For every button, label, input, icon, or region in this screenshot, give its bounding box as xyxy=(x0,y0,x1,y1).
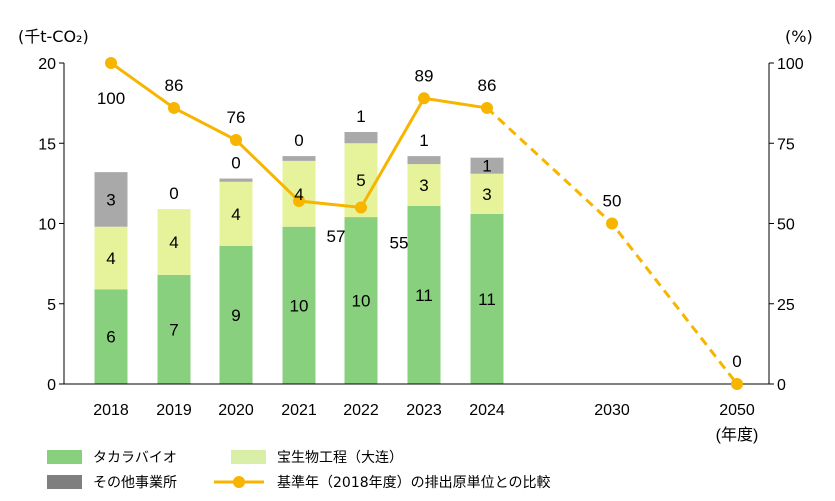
left-axis-tick-label: 20 xyxy=(38,56,56,73)
bar-data-label: 1 xyxy=(482,157,491,176)
bar-data-label: 0 xyxy=(231,154,240,173)
bar-data-label: 4 xyxy=(231,205,240,224)
x-axis-tick-label: 2030 xyxy=(594,402,630,419)
bar-data-label: 9 xyxy=(231,306,240,325)
legend-swatch-takara-bio xyxy=(47,450,82,464)
x-axis-tick-label: 2024 xyxy=(469,402,505,419)
bars-layer xyxy=(94,132,504,384)
bar-segment xyxy=(470,157,504,174)
bar-segment xyxy=(157,209,191,275)
ratio-marker xyxy=(355,201,367,214)
ratio-line-dashed xyxy=(485,106,739,385)
bar-segment xyxy=(282,156,316,161)
bar-data-label: 6 xyxy=(106,328,115,347)
bar-segment xyxy=(407,205,441,384)
right-axis-unit-label: (%) xyxy=(785,27,813,46)
bar-segment xyxy=(219,181,253,246)
ratio-marker xyxy=(731,378,743,390)
bar-segment xyxy=(282,160,316,227)
ratio-marker xyxy=(230,134,242,147)
ratio-marker xyxy=(105,57,117,69)
ratio-marker xyxy=(606,217,618,230)
bar-segment xyxy=(157,274,191,384)
bar-segment xyxy=(344,132,378,144)
ratio-line-layer xyxy=(105,57,743,390)
bar-segment xyxy=(282,226,316,384)
left-axis-unit-label: (千t-CO₂) xyxy=(18,27,89,46)
x-axis-tick-label: 2019 xyxy=(156,402,192,419)
bar-segment xyxy=(344,217,378,384)
legend: タカラバイオ 宝生物工程（大连） その他事業所 基準年（2018年度）の排出原単… xyxy=(47,450,551,491)
bar-segment xyxy=(94,226,128,290)
right-axis-tick-label: 100 xyxy=(777,56,804,73)
bar-data-label: 5 xyxy=(356,171,365,190)
legend-label-ratio: 基準年（2018年度）の排出原単位との比較 xyxy=(277,474,551,491)
bar-data-label: 10 xyxy=(290,296,309,315)
bar-segment xyxy=(470,173,504,214)
bar-data-label: 1 xyxy=(419,131,428,150)
bar-data-label: 3 xyxy=(106,190,115,209)
x-axis-tick-label: 2020 xyxy=(218,402,254,419)
ratio-marker xyxy=(168,101,180,114)
legend-label-takara-bio: タカラバイオ xyxy=(93,450,177,466)
left-axis-tick-label: 0 xyxy=(47,377,56,394)
bar-segment xyxy=(407,164,441,206)
ratio-data-label: 57 xyxy=(327,227,346,246)
bar-data-label: 3 xyxy=(419,176,428,195)
x-axis-tick-label: 2018 xyxy=(93,402,129,419)
bar-data-label: 11 xyxy=(478,290,496,309)
ratio-data-label: 55 xyxy=(390,233,409,252)
ratio-data-label: 50 xyxy=(603,192,622,211)
ratio-data-label: 76 xyxy=(227,108,246,127)
ratio-data-label: 100 xyxy=(97,89,125,108)
right-axis-tick-label: 50 xyxy=(777,217,795,234)
bar-segment xyxy=(94,172,128,227)
bar-data-label: 10 xyxy=(352,292,371,311)
ratio-data-label: 86 xyxy=(478,76,497,95)
bar-segment xyxy=(470,213,504,384)
legend-swatch-other-sites xyxy=(47,475,82,489)
bar-data-label: 1 xyxy=(356,107,365,126)
ratio-data-label: 89 xyxy=(415,66,434,85)
ratio-marker xyxy=(481,101,493,114)
ratio-data-label: 86 xyxy=(165,76,184,95)
ratio-marker xyxy=(293,195,305,208)
ratio-data-label: 0 xyxy=(732,352,741,371)
legend-swatch-dalian xyxy=(231,450,266,464)
x-axis-unit-label: (年度) xyxy=(716,426,759,444)
legend-label-other-sites: その他事業所 xyxy=(93,475,177,491)
bar-segment xyxy=(219,178,253,182)
bar-segment xyxy=(94,289,128,384)
x-axis-tick-label: 2023 xyxy=(406,402,442,419)
legend-swatch-ratio-marker xyxy=(233,476,245,488)
right-axis-tick-label: 0 xyxy=(777,377,786,394)
bar-data-label: 4 xyxy=(294,185,303,204)
x-axis-tick-label: 2021 xyxy=(281,402,317,419)
bar-data-label: 0 xyxy=(169,184,178,203)
ratio-marker xyxy=(418,92,430,105)
left-axis-tick-label: 15 xyxy=(38,136,56,153)
bar-data-label: 11 xyxy=(415,286,433,305)
bar-data-label: 3 xyxy=(482,185,491,204)
left-axis-tick-label: 10 xyxy=(38,217,56,234)
bar-data-label: 7 xyxy=(169,320,178,339)
bar-data-label: 4 xyxy=(106,249,115,268)
x-axis-tick-label: 2050 xyxy=(719,402,755,419)
x-axis-tick-label: 2022 xyxy=(343,402,379,419)
bar-data-label: 4 xyxy=(169,233,178,252)
bar-segment xyxy=(219,245,253,384)
legend-label-dalian: 宝生物工程（大连） xyxy=(277,450,403,466)
right-axis-tick-label: 25 xyxy=(777,297,795,314)
left-axis-tick-label: 5 xyxy=(47,297,56,314)
right-axis-tick-label: 75 xyxy=(777,136,795,153)
bar-segment xyxy=(407,156,441,165)
bar-data-label: 0 xyxy=(294,131,303,150)
